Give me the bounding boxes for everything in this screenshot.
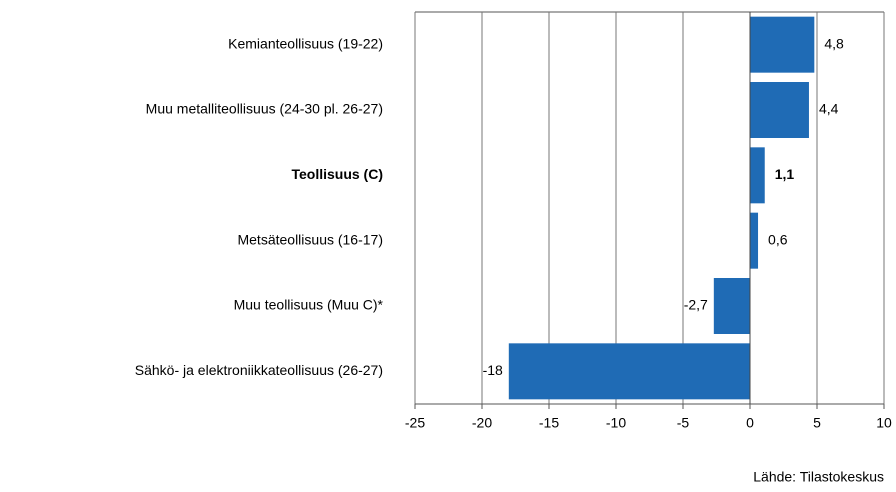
source: Lähde: Tilastokeskus	[753, 469, 884, 485]
category-label: Muu metalliteollisuus (24-30 pl. 26-27)	[146, 101, 383, 117]
value-label: -2,7	[684, 297, 708, 313]
category-label: Teollisuus (C)	[291, 166, 383, 182]
bar	[750, 212, 759, 269]
bar	[750, 16, 815, 73]
bar	[508, 343, 750, 400]
category-label: Sähkö- ja elektroniikkateollisuus (26-27…	[135, 362, 383, 378]
bar	[750, 147, 765, 204]
x-tick-label: -5	[677, 415, 690, 431]
category-label: Muu teollisuus (Muu C)*	[234, 297, 384, 313]
x-tick-label: -25	[405, 415, 425, 431]
value-label: 1,1	[775, 166, 795, 182]
value-label: 0,6	[768, 231, 788, 247]
x-tick-label: 0	[746, 415, 754, 431]
x-tick-label: -15	[539, 415, 559, 431]
category-label: Kemianteollisuus (19-22)	[228, 35, 383, 51]
value-label: 4,4	[819, 101, 839, 117]
value-label: 4,8	[824, 35, 844, 51]
value-label: -18	[483, 362, 503, 378]
bar	[750, 82, 809, 138]
x-tick-label: -20	[472, 415, 492, 431]
bar	[713, 278, 750, 334]
x-tick-label: 10	[876, 415, 892, 431]
category-label: Metsäteollisuus (16-17)	[237, 231, 383, 247]
x-tick-label: -10	[606, 415, 626, 431]
x-tick-label: 5	[813, 415, 821, 431]
